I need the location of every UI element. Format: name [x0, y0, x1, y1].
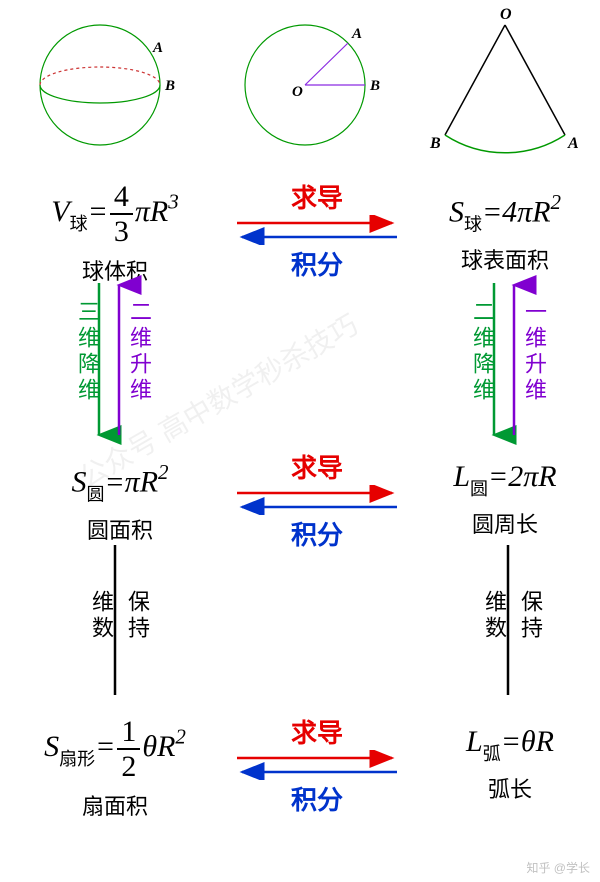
harrow-row3: 求导 积分: [232, 713, 402, 817]
svg-text:A: A: [152, 40, 163, 56]
harrow-row1: 求导 积分: [232, 178, 402, 282]
node-circle-area: S圆=πR2 圆面积: [40, 460, 200, 545]
node-circle-perim: L圆=2πR 圆周长: [425, 460, 585, 539]
svg-text:B: B: [369, 78, 380, 94]
figure-sector: O B A: [420, 5, 590, 165]
varrow-left-top: 三维降维 二维升维: [75, 275, 145, 445]
varrow-right-top: 二维降维 一维升维: [470, 275, 540, 445]
svg-text:A: A: [351, 26, 362, 42]
svg-text:B: B: [164, 78, 175, 94]
varrow-right-bottom: 维数 保持: [478, 540, 538, 700]
node-sphere-volume: V球=43πR3 球体积: [25, 180, 205, 286]
node-sphere-surface: S球=4πR2 球表面积: [420, 190, 590, 275]
node-arc-length: L弧=θR 弧长: [435, 725, 585, 804]
node-sector-area: S扇形=12θR2 扇面积: [15, 715, 215, 821]
svg-text:A: A: [567, 135, 579, 152]
credit-text: 知乎 @学长: [526, 859, 590, 876]
figure-circle: O A B: [220, 10, 390, 160]
svg-text:B: B: [429, 135, 441, 152]
svg-text:O: O: [292, 84, 303, 100]
figure-sphere: A B: [20, 10, 180, 160]
diagram-container: 公众号 高中数学秒杀技巧 A B O A B O B A V球=43πR3 球体…: [0, 0, 600, 882]
svg-text:O: O: [500, 6, 512, 23]
varrow-left-bottom: 维数 保持: [85, 540, 145, 700]
harrow-row2: 求导 积分: [232, 448, 402, 552]
